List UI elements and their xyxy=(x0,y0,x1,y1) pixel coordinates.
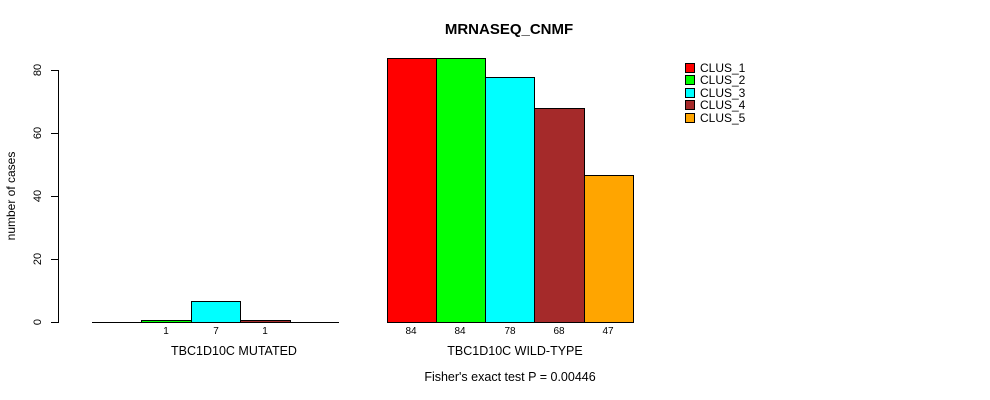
y-axis-label: number of cases xyxy=(4,151,18,241)
bar-value-label: 1 xyxy=(262,326,268,337)
legend-item-CLUS_3: CLUS_3 xyxy=(685,87,745,99)
bar-value-label: 84 xyxy=(454,326,466,337)
bar-value-label: 7 xyxy=(213,326,219,337)
y-tick-mark xyxy=(51,133,58,134)
legend-swatch-CLUS_4 xyxy=(685,100,695,110)
legend-swatch-CLUS_5 xyxy=(685,113,695,123)
legend-swatch-CLUS_1 xyxy=(685,63,695,73)
y-tick-label: 40 xyxy=(32,189,44,203)
bar-CLUS_2 xyxy=(436,58,486,323)
y-tick-mark xyxy=(51,70,58,71)
legend-item-CLUS_1: CLUS_1 xyxy=(685,62,745,74)
bar-CLUS_3 xyxy=(191,301,241,323)
legend-label: CLUS_4 xyxy=(700,98,746,112)
legend-label: CLUS_3 xyxy=(700,86,746,100)
bar-value-label: 78 xyxy=(504,326,516,337)
y-tick-label: 80 xyxy=(32,63,44,77)
bar-CLUS_1 xyxy=(387,58,437,323)
chart-title: MRNASEQ_CNMF xyxy=(444,21,574,38)
x-axis-group-label-wild-type: TBC1D10C WILD-TYPE xyxy=(447,344,583,358)
bar-CLUS_3 xyxy=(485,77,535,323)
y-tick-mark xyxy=(51,322,58,323)
legend-item-CLUS_5: CLUS_5 xyxy=(685,112,745,124)
legend-swatch-CLUS_2 xyxy=(685,75,695,85)
legend-label: CLUS_1 xyxy=(700,61,746,75)
legend-swatch-CLUS_3 xyxy=(685,88,695,98)
y-tick-label: 60 xyxy=(32,126,44,140)
y-tick-mark xyxy=(51,196,58,197)
bar-value-label: 1 xyxy=(163,326,169,337)
legend-label: CLUS_5 xyxy=(700,111,746,125)
y-tick-mark xyxy=(51,259,58,260)
bar-value-label: 84 xyxy=(405,326,417,337)
legend-item-CLUS_2: CLUS_2 xyxy=(685,74,745,86)
bar-CLUS_5 xyxy=(584,175,634,323)
bar-CLUS_4 xyxy=(240,320,291,323)
legend-item-CLUS_4: CLUS_4 xyxy=(685,99,745,111)
y-axis-line xyxy=(58,70,59,323)
bar-CLUS_4 xyxy=(534,108,585,323)
fisher-test-annotation: Fisher's exact test P = 0.00446 xyxy=(424,370,596,384)
bar-value-label: 47 xyxy=(602,326,614,337)
y-tick-label: 0 xyxy=(32,318,44,326)
bar-CLUS_2 xyxy=(141,320,192,323)
x-axis-group-label-mutated: TBC1D10C MUTATED xyxy=(171,344,297,358)
legend-label: CLUS_2 xyxy=(700,73,746,87)
bar-value-label: 68 xyxy=(553,326,565,337)
y-tick-label: 20 xyxy=(32,252,44,266)
